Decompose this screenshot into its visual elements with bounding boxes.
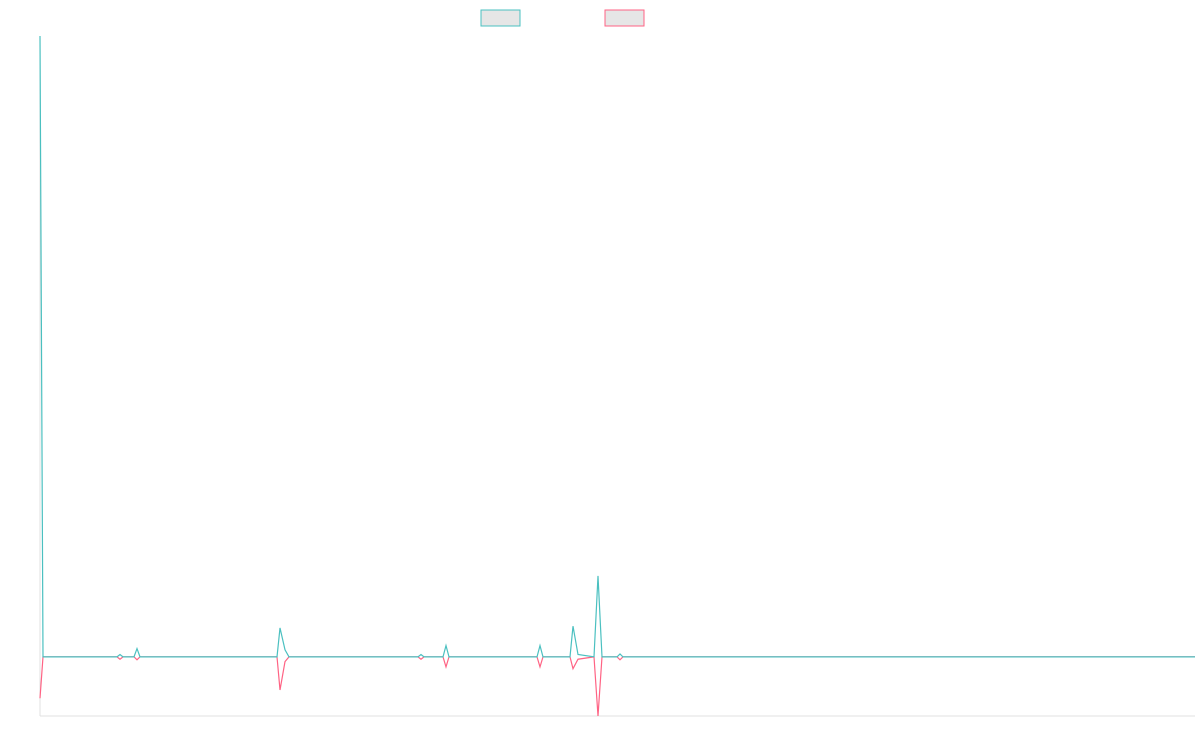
series-line [39, 35, 1195, 658]
legend-swatch [480, 9, 521, 27]
legend [480, 9, 645, 27]
legend-swatch [604, 9, 645, 27]
series-line [39, 656, 1195, 717]
